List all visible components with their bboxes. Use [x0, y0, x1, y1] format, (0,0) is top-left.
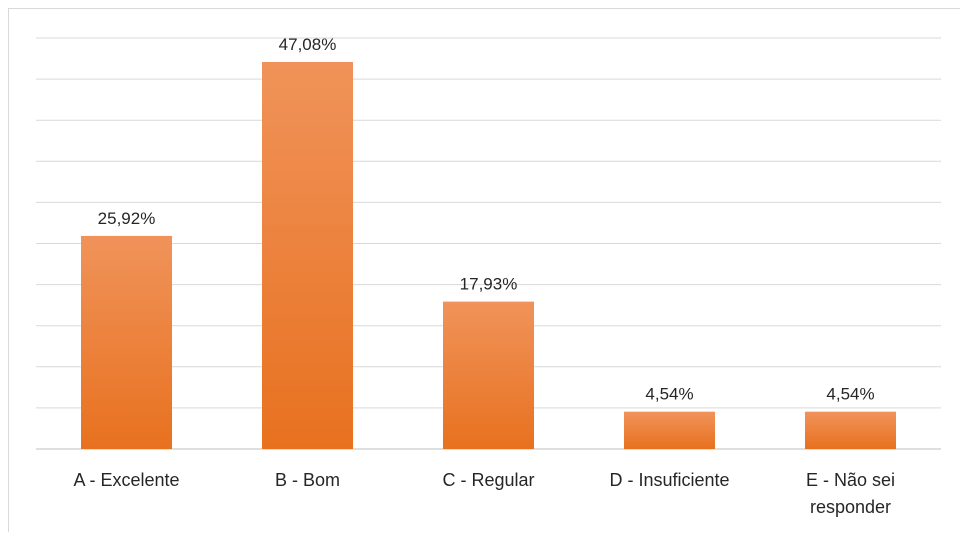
- category-label-1: A - Excelente: [73, 470, 179, 490]
- category-label-3: C - Regular: [442, 470, 534, 490]
- chart-frame: [8, 8, 960, 532]
- category-labels: A - Excelente B - Bom C - Regular D - Insuf…: [73, 470, 895, 517]
- data-label-4: 4,54%: [645, 385, 693, 404]
- data-label-2: 47,08%: [279, 35, 337, 54]
- bar-2: [262, 62, 353, 449]
- bar-3: [443, 301, 534, 449]
- bars: [81, 62, 896, 449]
- category-label-4: D - Insuficiente: [609, 470, 729, 490]
- data-label-1: 25,92%: [98, 209, 156, 228]
- category-label-2: B - Bom: [275, 470, 340, 490]
- bar-1: [81, 235, 172, 449]
- bar-4: [624, 411, 715, 449]
- data-labels: 25,92% 47,08% 17,93% 4,54% 4,54%: [98, 35, 875, 404]
- bar-5: [805, 411, 896, 449]
- category-label-5: E - Não sei responder: [806, 470, 895, 517]
- data-label-3: 17,93%: [460, 275, 518, 294]
- data-label-5: 4,54%: [826, 385, 874, 404]
